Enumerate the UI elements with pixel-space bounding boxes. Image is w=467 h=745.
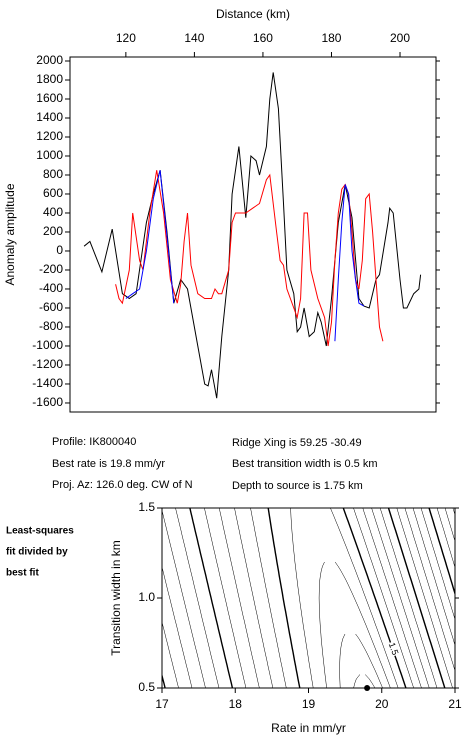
- info-text: Best rate is 19.8 mm/yr: [52, 458, 165, 470]
- contour-line: [218, 508, 260, 688]
- y-tick-label: 400: [43, 205, 63, 219]
- x-tick-label: 160: [253, 31, 273, 45]
- x-tick-label: 18: [229, 697, 243, 711]
- y-tick-label: -1600: [32, 395, 63, 409]
- x-axis-title: Distance (km): [216, 7, 290, 21]
- y-tick-label: -600: [39, 300, 63, 314]
- y-tick-label: 800: [43, 167, 63, 181]
- contours: [0, 508, 467, 688]
- y-tick-label: -400: [39, 281, 63, 295]
- y-tick-label: 0: [56, 243, 63, 257]
- note: best fit: [6, 568, 39, 579]
- x-tick-label: 20: [375, 697, 389, 711]
- x-axis-title: Rate in mm/yr: [271, 721, 346, 735]
- note: fit divided by: [6, 547, 68, 558]
- y-tick-label: 1000: [36, 148, 63, 162]
- contour-line: [330, 508, 399, 688]
- y-tick-label: -1400: [32, 376, 63, 390]
- contour-line: [396, 508, 453, 688]
- y-tick-label: 200: [43, 224, 63, 238]
- plot-frame: [69, 56, 437, 413]
- contour-line: [355, 633, 383, 688]
- series-line: [83, 72, 422, 399]
- contour-line: [189, 508, 234, 688]
- x-tick-label: 19: [302, 697, 316, 711]
- contour-line: [339, 633, 346, 688]
- y-tick-label: -800: [39, 319, 63, 333]
- contour-line: [404, 508, 455, 672]
- contour-line: [318, 561, 327, 688]
- y-tick-label: 600: [43, 186, 63, 200]
- contour-line: [371, 508, 430, 688]
- y-tick-label: 1800: [36, 72, 63, 86]
- contour-line: [362, 508, 422, 688]
- y-tick-label: 1400: [36, 110, 63, 124]
- contour-line: [379, 508, 438, 688]
- contour-label-bg: [384, 640, 402, 658]
- info-text: Ridge Xing is 59.25 -30.49: [232, 437, 362, 449]
- info-text: Proj. Az: 126.0 deg. CW of N: [52, 479, 193, 491]
- y-axis-title: Anomaly amplitude: [3, 183, 17, 285]
- contour-line: [162, 621, 179, 688]
- x-tick-label: 120: [116, 31, 136, 45]
- y-tick-label: 1.5: [138, 500, 155, 514]
- note: Least-squares: [6, 526, 74, 537]
- contour-line: [204, 508, 247, 688]
- x-tick-label: 180: [321, 31, 341, 45]
- contour-line: [444, 508, 455, 542]
- contour-label: 1.5: [387, 641, 401, 656]
- y-tick-label: -200: [39, 262, 63, 276]
- y-tick-label: 1.0: [138, 590, 155, 604]
- info-text: Depth to source is 1.75 km: [232, 480, 363, 492]
- y-tick-label: 2000: [36, 53, 63, 67]
- contour-line: [250, 508, 287, 688]
- y-tick-label: -1000: [32, 338, 63, 352]
- y-tick-label: 0.5: [138, 680, 155, 694]
- info-text: Profile: IK800040: [52, 436, 136, 448]
- contour-line: [162, 566, 193, 688]
- y-axis-title: Transition width in km: [109, 540, 123, 656]
- contour-line: [353, 508, 414, 688]
- x-tick-label: 200: [390, 31, 410, 45]
- contour-line: [162, 509, 206, 688]
- contour-line: [0, 508, 4, 688]
- contour-line: [461, 508, 467, 688]
- y-tick-label: 1200: [36, 129, 63, 143]
- contour-line: [290, 508, 314, 688]
- contour-line: [175, 508, 220, 688]
- x-tick-label: 140: [184, 31, 204, 45]
- y-tick-label: -1200: [32, 357, 63, 371]
- contour-line: [412, 508, 455, 647]
- contour-line: [436, 508, 455, 569]
- contour-line: [353, 674, 361, 688]
- best-fit-point: [364, 685, 371, 691]
- contour-line: [267, 508, 301, 688]
- x-tick-label: 17: [155, 697, 169, 711]
- contour-line: [342, 508, 407, 688]
- contour-line: [234, 508, 274, 688]
- contour-line: [428, 508, 455, 596]
- plot-frame: [161, 507, 456, 689]
- y-tick-label: 1600: [36, 91, 63, 105]
- x-tick-label: 21: [448, 697, 462, 711]
- contour-line: [334, 561, 391, 688]
- contour-line: [365, 674, 376, 688]
- info-text: Best transition width is 0.5 km: [232, 458, 378, 470]
- contour-line: [420, 508, 455, 621]
- contour-line: [387, 508, 446, 688]
- series-line: [125, 170, 365, 342]
